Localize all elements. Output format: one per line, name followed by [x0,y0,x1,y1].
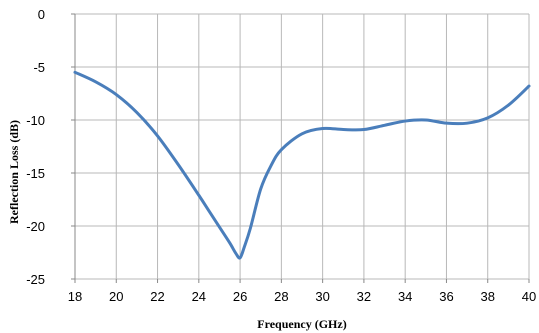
x-tick-label: 20 [109,289,123,304]
x-tick-label: 22 [150,289,164,304]
x-tick-label: 32 [357,289,371,304]
x-tick-label: 26 [233,289,247,304]
x-tick-label: 40 [522,289,536,304]
y-tick-label: 0 [38,7,45,22]
x-tick-label: 28 [274,289,288,304]
x-axis-title: Frequency (GHz) [257,317,346,331]
axes [71,13,530,283]
x-tick-label: 30 [315,289,329,304]
y-tick-label: -5 [33,60,45,75]
x-tick-label: 18 [68,289,82,304]
reflection-loss-line [73,70,531,260]
y-axis-title: Reflection Loss (dB) [7,120,21,224]
tick-labels: 18 20 22 24 26 28 30 32 34 36 38 40 0 -5 -10 -15 -20 -25 [26,7,536,304]
x-tick-label: 24 [192,289,206,304]
x-tick-label: 36 [439,289,453,304]
series-group [73,70,531,260]
y-tick-label: -10 [26,113,45,128]
y-tick-label: -15 [26,166,45,181]
grid-lines [75,13,530,280]
y-tick-label: -25 [26,272,45,287]
x-tick-label: 38 [480,289,494,304]
x-tick-label: 34 [398,289,412,304]
y-tick-label: -20 [26,219,45,234]
